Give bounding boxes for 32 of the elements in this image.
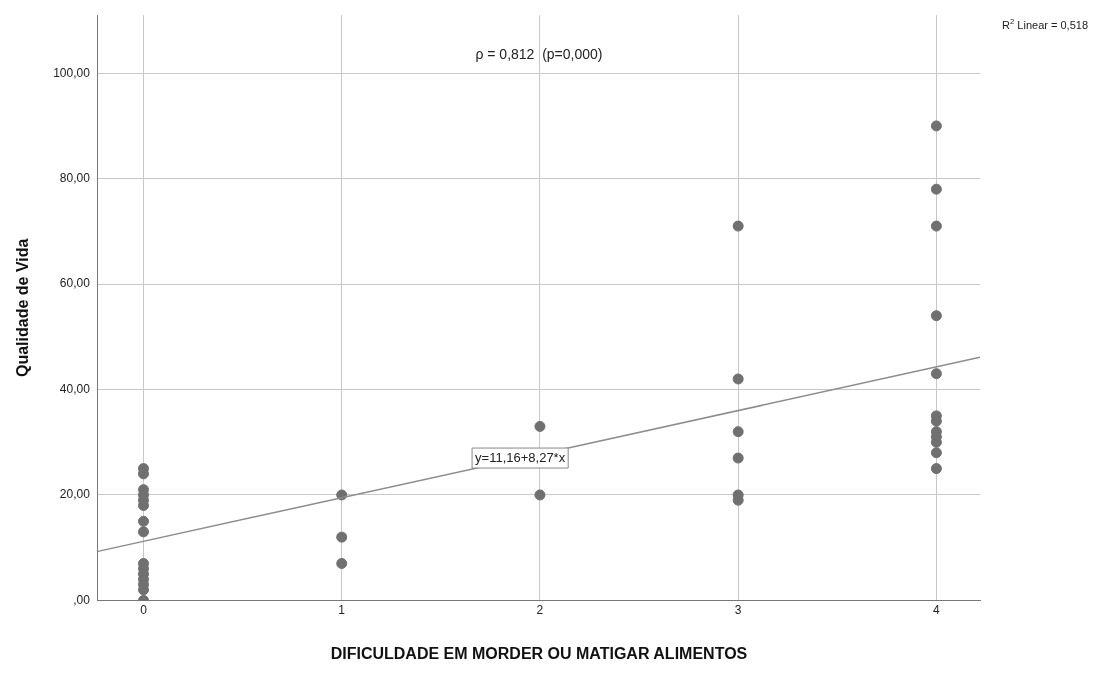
y-tick-label: 100,00 (53, 65, 91, 80)
x-axis-title: DIFICULDADE EM MORDER OU MATIGAR ALIMENTOS (330, 644, 748, 662)
point (534, 420, 546, 432)
y-tick-label: 20,00 (59, 487, 91, 502)
x-tick-label: 2 (536, 602, 544, 617)
annotation: y=11,16+8,27*x (475, 449, 566, 465)
point (930, 120, 942, 132)
point (930, 368, 942, 380)
point (336, 531, 348, 543)
point (930, 220, 942, 232)
point (732, 452, 744, 464)
x-tick-label: 4 (933, 602, 941, 617)
point (336, 558, 348, 569)
y-tick-label: 40,00 (59, 381, 91, 396)
point (138, 515, 149, 527)
point (534, 489, 546, 501)
y-axis-title: Qualidade de Vida (14, 238, 32, 378)
annotation: ρ = 0,812 (p=0,000) (475, 45, 603, 62)
point (930, 183, 942, 195)
x-tick-label: 1 (338, 602, 346, 617)
point (930, 447, 942, 459)
y-tick-label: 80,00 (59, 170, 91, 185)
x-tick-label: 0 (140, 602, 148, 617)
y-tick-label: 60,00 (59, 276, 91, 291)
point (138, 526, 149, 538)
point (930, 310, 942, 322)
point (930, 463, 942, 475)
y-tick-label: ,00 (73, 592, 91, 607)
point (732, 220, 744, 232)
point (732, 373, 744, 385)
x-tick-label: 3 (734, 602, 742, 617)
point (732, 426, 744, 438)
